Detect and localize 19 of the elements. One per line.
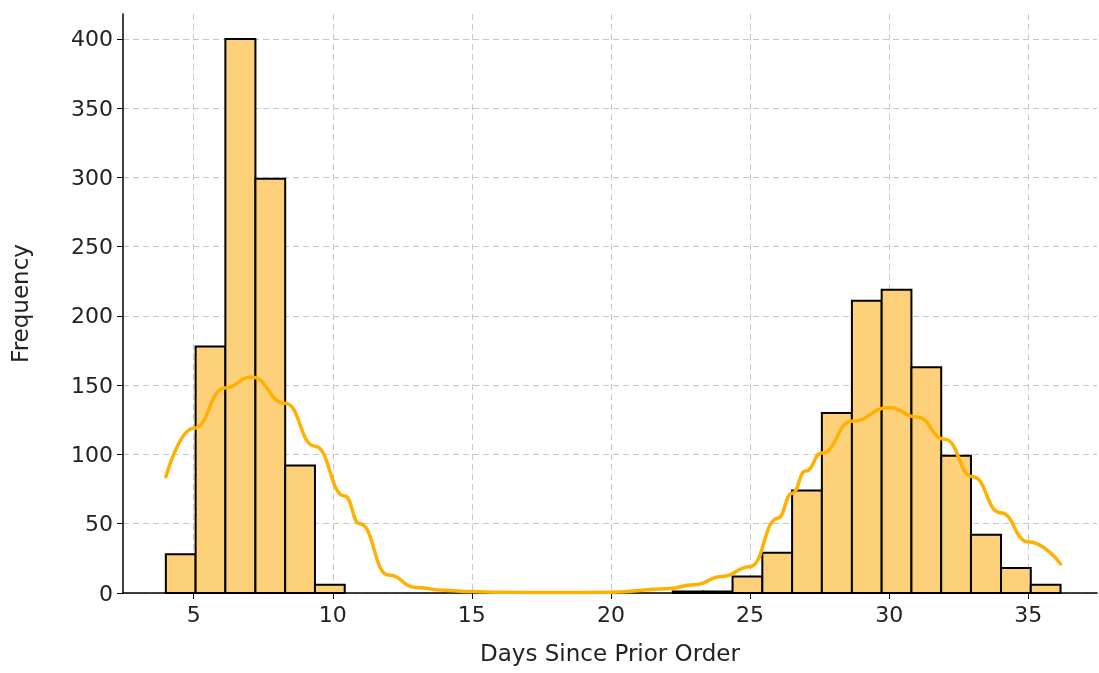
x-tick-label: 35: [1014, 601, 1043, 627]
x-tick-label: 25: [736, 601, 765, 627]
y-tick-label: 300: [71, 164, 113, 190]
x-axis-title: Days Since Prior Order: [480, 639, 741, 666]
x-tick-label: 5: [186, 601, 201, 627]
line-series: [164, 375, 1063, 595]
y-tick-label: 250: [71, 234, 113, 260]
y-tick-label: 400: [71, 26, 113, 52]
y-tick-label: 0: [99, 580, 113, 606]
y-tick-label: 200: [71, 303, 113, 329]
y-tick-label: 350: [71, 95, 113, 121]
x-tick-label: 10: [318, 601, 347, 627]
x-tick-label: 15: [457, 601, 486, 627]
x-tick-label: 20: [596, 601, 625, 627]
y-axis-title: Frequency: [6, 244, 33, 363]
x-tick-label: 30: [875, 601, 904, 627]
y-tick-label: 150: [71, 372, 113, 398]
y-tick-label: 50: [85, 511, 113, 537]
y-tick-label: 100: [71, 441, 113, 467]
